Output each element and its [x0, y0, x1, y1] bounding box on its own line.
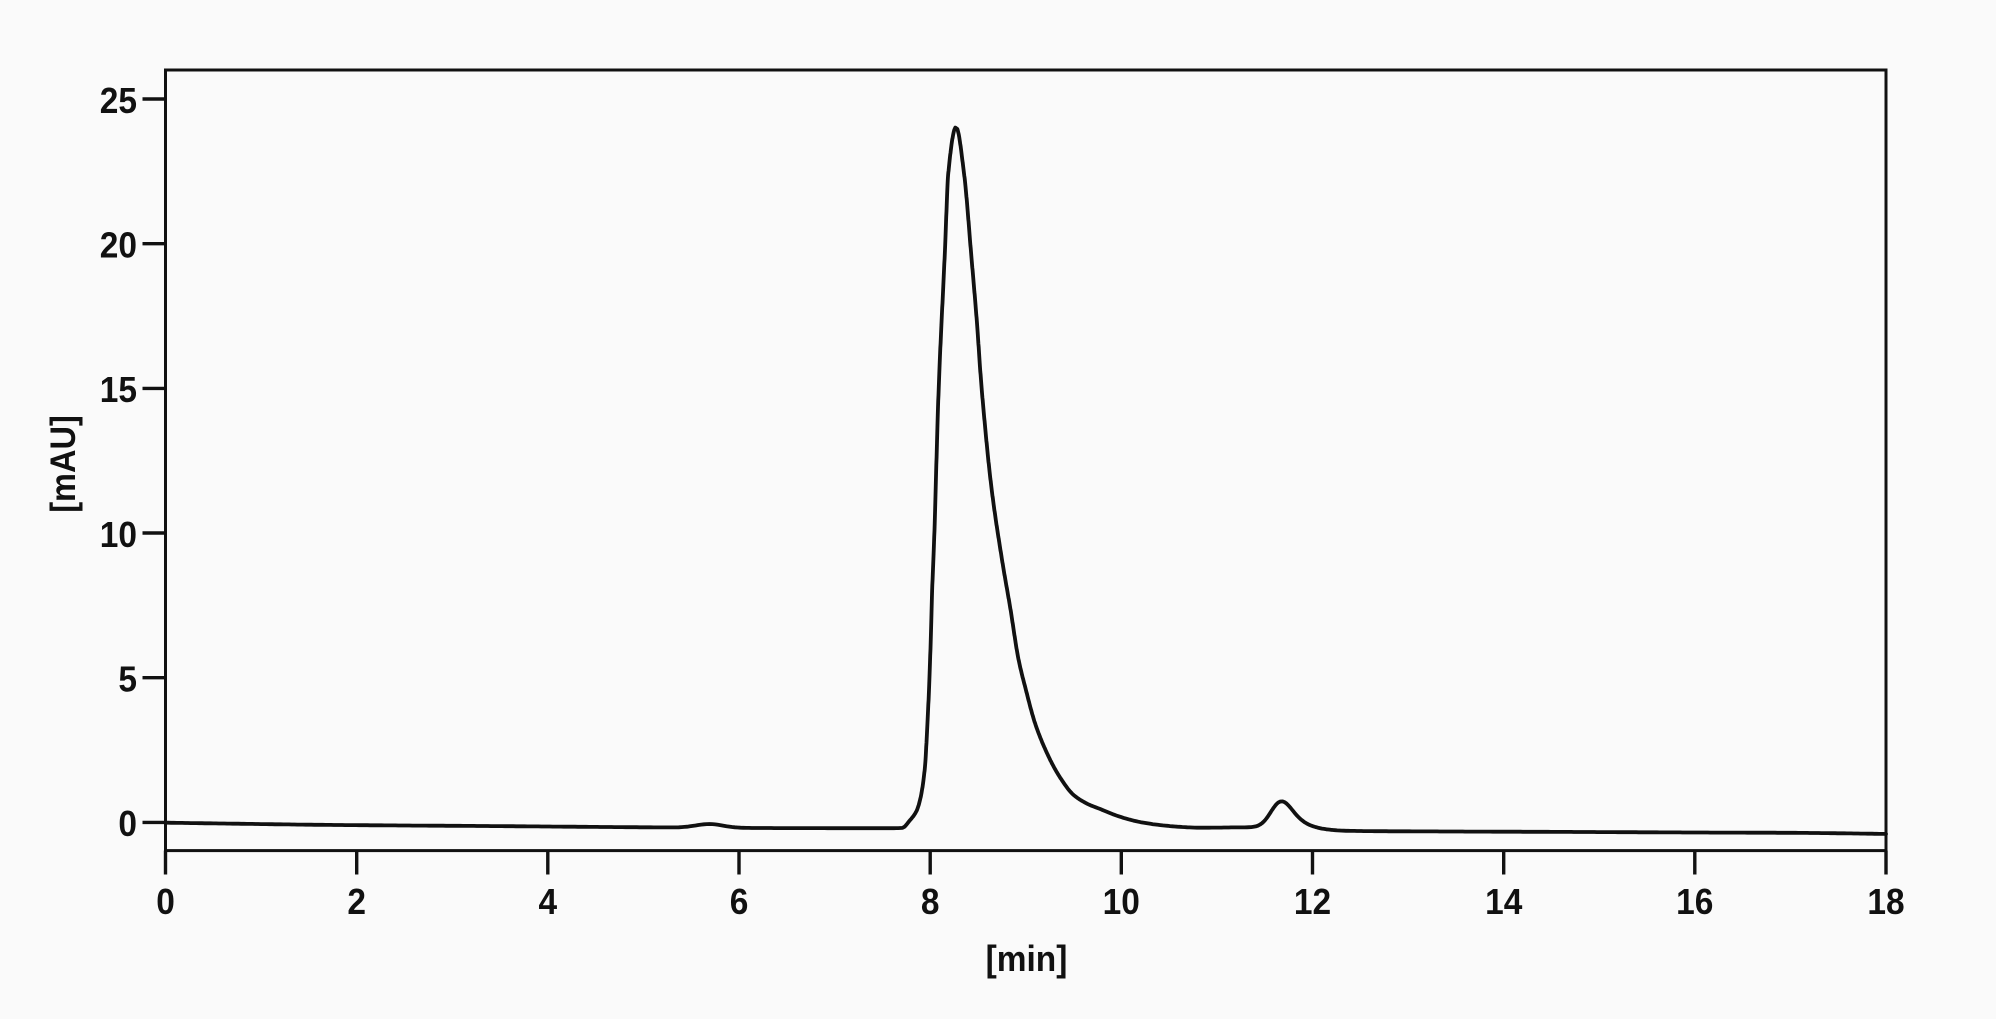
svg-text:2: 2	[347, 883, 366, 922]
svg-text:10: 10	[100, 516, 137, 555]
svg-text:20: 20	[100, 226, 137, 265]
svg-text:0: 0	[156, 883, 175, 922]
svg-text:18: 18	[1867, 883, 1904, 922]
svg-text:[mAU]: [mAU]	[44, 415, 83, 513]
svg-text:6: 6	[730, 883, 749, 922]
svg-text:10: 10	[1103, 883, 1140, 922]
svg-text:8: 8	[921, 883, 940, 922]
svg-text:14: 14	[1485, 883, 1523, 922]
svg-text:12: 12	[1294, 883, 1331, 922]
svg-text:15: 15	[100, 371, 137, 410]
svg-text:0: 0	[118, 805, 137, 844]
svg-text:16: 16	[1676, 883, 1713, 922]
svg-text:4: 4	[538, 883, 557, 922]
svg-text:[min]: [min]	[986, 940, 1068, 979]
svg-text:25: 25	[100, 82, 137, 121]
svg-text:5: 5	[118, 660, 137, 699]
